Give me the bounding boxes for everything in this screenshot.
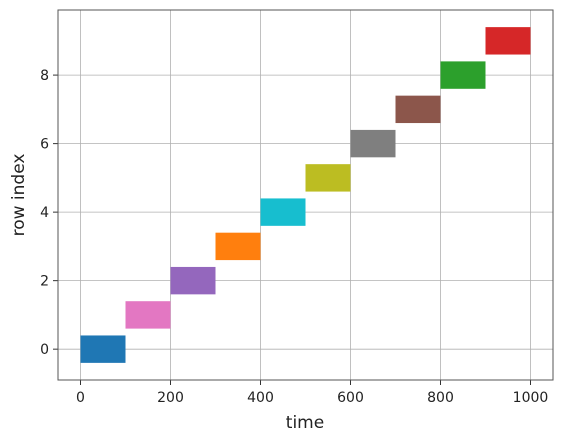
bar bbox=[395, 95, 441, 124]
x-tick-label: 600 bbox=[337, 390, 364, 406]
x-axis-label: time bbox=[286, 413, 324, 433]
x-tick-label: 1000 bbox=[513, 390, 549, 406]
y-tick-label: 2 bbox=[40, 274, 49, 290]
y-tick-label: 8 bbox=[40, 68, 49, 84]
bar bbox=[305, 164, 351, 192]
bar bbox=[260, 198, 306, 226]
bar bbox=[170, 266, 216, 295]
bar bbox=[80, 335, 126, 363]
y-axis-label: row index bbox=[9, 154, 29, 237]
x-tick-label: 800 bbox=[427, 390, 454, 406]
bar bbox=[350, 129, 396, 158]
bar bbox=[125, 301, 171, 329]
y-tick-label: 0 bbox=[40, 342, 49, 358]
bar bbox=[215, 232, 261, 261]
x-tick-label: 400 bbox=[247, 390, 274, 406]
x-tick-label: 200 bbox=[157, 390, 184, 406]
plot-frame bbox=[57, 9, 554, 381]
x-tick-label: 0 bbox=[76, 390, 85, 406]
bar bbox=[440, 61, 486, 89]
y-tick-label: 4 bbox=[40, 205, 49, 221]
bar bbox=[485, 27, 531, 55]
y-tick-label: 6 bbox=[40, 137, 49, 153]
